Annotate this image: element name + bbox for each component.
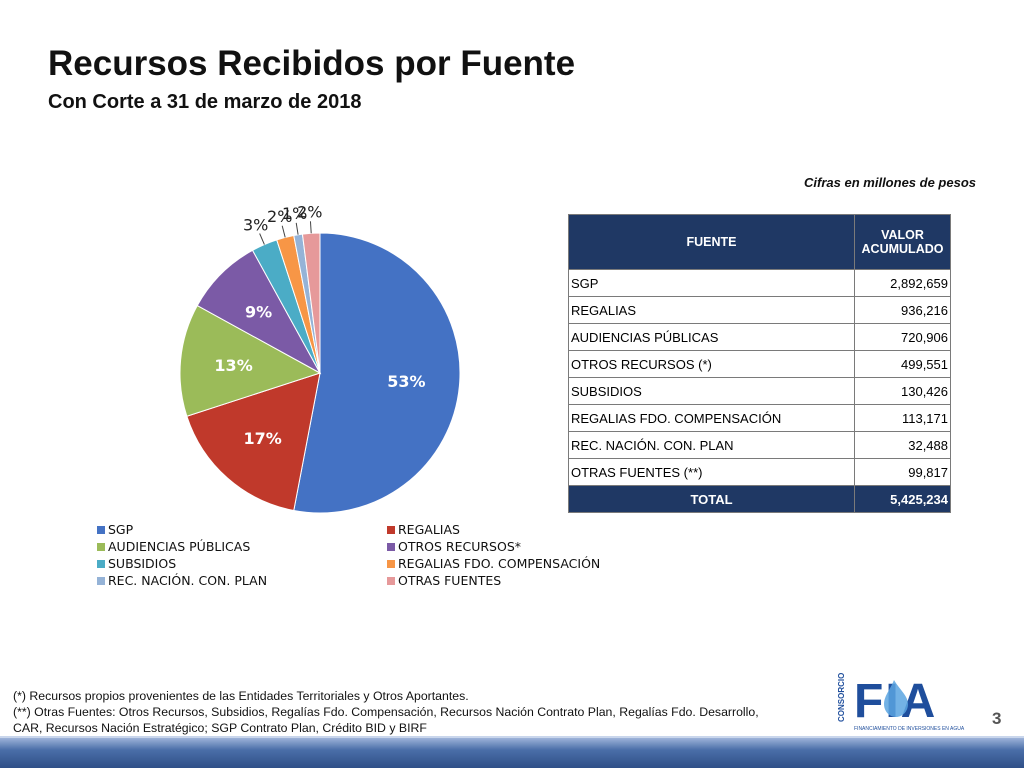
table-cell-fuente: SGP	[568, 269, 855, 297]
table-row: REGALIAS 936,216	[568, 296, 951, 324]
table-header-valor: VALOR ACUMULADO	[854, 214, 951, 270]
table-cell-valor: 113,171	[854, 404, 951, 432]
table-cell-fuente: REGALIAS FDO. COMPENSACIÓN	[568, 404, 855, 432]
legend-item: REGALIAS FDO. COMPENSACIÓN	[387, 555, 617, 572]
legend-item: SUBSIDIOS	[97, 555, 387, 572]
table-row: REGALIAS FDO. COMPENSACIÓN 113,171	[568, 404, 951, 432]
pie-slice	[186, 372, 321, 512]
legend-item: SGP	[97, 521, 387, 538]
table-cell-fuente: SUBSIDIOS	[568, 377, 855, 405]
water-drop-icon	[884, 680, 908, 717]
pie-slice	[293, 232, 461, 514]
sources-table: FUENTE VALOR ACUMULADO SGP 2,892,659 REGAL…	[568, 214, 951, 513]
pie-leader-line	[309, 221, 312, 234]
legend-swatch	[387, 542, 395, 551]
slide-subtitle: Con Corte a 31 de marzo de 2018	[48, 91, 362, 113]
slide-title: Recursos Recibidos por Fuente	[48, 44, 576, 83]
legend-label: SUBSIDIOS	[108, 556, 177, 571]
logo-tagline: FINANCIAMIENTO DE INVERSIONES EN AGUA	[854, 726, 965, 732]
table-total-label: TOTAL	[568, 485, 855, 513]
page-number: 3	[992, 709, 1002, 728]
pie-data-label: 3%	[243, 215, 268, 234]
pie-data-label: 9%	[245, 303, 272, 322]
legend-swatch	[97, 542, 105, 551]
footer-bar	[0, 738, 1024, 768]
legend-swatch	[97, 576, 105, 585]
footnote-3: CAR, Recursos Nación Estratégico; SGP Co…	[13, 721, 427, 735]
footnote-2: (**) Otras Fuentes: Otros Recursos, Subs…	[13, 705, 759, 719]
footer-line	[0, 736, 1024, 738]
table-cell-fuente: REC. NACIÓN. CON. PLAN	[568, 431, 855, 459]
legend-item: REGALIAS	[387, 521, 617, 538]
legend-item: REC. NACIÓN. CON. PLAN	[97, 572, 387, 589]
table-cell-fuente: OTRAS FUENTES (**)	[568, 458, 855, 486]
pie-data-label: 17%	[243, 429, 281, 448]
table-row: SUBSIDIOS 130,426	[568, 377, 951, 405]
table-total-value: 5,425,234	[854, 485, 951, 513]
legend-label: OTROS RECURSOS*	[398, 539, 522, 554]
table-cell-valor: 499,551	[854, 350, 951, 378]
pie-slice	[179, 304, 322, 417]
legend-swatch	[97, 559, 105, 568]
pie-data-label: 2%	[267, 207, 292, 226]
pie-data-label: 2%	[297, 202, 322, 221]
logo-side-text: CONSORCIO	[837, 673, 846, 722]
legend-item: OTRAS FUENTES	[387, 572, 617, 589]
legend-swatch	[387, 525, 395, 534]
legend-item: OTROS RECURSOS*	[387, 538, 617, 555]
table-total-row: TOTAL 5,425,234	[568, 485, 951, 513]
table-cell-fuente: AUDIENCIAS PÚBLICAS	[568, 323, 855, 351]
table-cell-valor: 99,817	[854, 458, 951, 486]
legend-swatch	[387, 559, 395, 568]
legend-label: REGALIAS FDO. COMPENSACIÓN	[398, 556, 601, 571]
legend-swatch	[97, 525, 105, 534]
table-header-fuente: FUENTE	[568, 214, 855, 270]
fia-logo: CONSORCIO FIA FINANCIAMIENTO DE INVERSIO…	[837, 673, 965, 732]
pie-data-label: 13%	[214, 356, 252, 375]
legend-label: REGALIAS	[398, 522, 460, 537]
table-cell-fuente: OTROS RECURSOS (*)	[568, 350, 855, 378]
chart-legend: SGP REGALIAS AUDIENCIAS PÚBLICAS OTROS RECU…	[97, 521, 617, 589]
pie-leader-line	[281, 225, 286, 238]
legend-swatch	[387, 576, 395, 585]
legend-label: REC. NACIÓN. CON. PLAN	[108, 573, 268, 588]
footnotes: (*) Recursos propios provenientes de las…	[13, 688, 759, 736]
table-cell-valor: 32,488	[854, 431, 951, 459]
table-cell-valor: 130,426	[854, 377, 951, 405]
pie-leader-line	[295, 222, 299, 235]
footnote-1: (*) Recursos propios provenientes de las…	[13, 689, 469, 703]
table-cell-fuente: REGALIAS	[568, 296, 855, 324]
legend-label: AUDIENCIAS PÚBLICAS	[108, 539, 251, 554]
table-row: AUDIENCIAS PÚBLICAS 720,906	[568, 323, 951, 351]
pie-slice	[196, 249, 322, 375]
table-row: OTROS RECURSOS (*) 499,551	[568, 350, 951, 378]
legend-label: SGP	[108, 522, 134, 537]
pie-leader-line	[259, 233, 265, 245]
table-cell-valor: 936,216	[854, 296, 951, 324]
pie-data-label: 53%	[387, 372, 425, 391]
legend-item: AUDIENCIAS PÚBLICAS	[97, 538, 387, 555]
pie-data-label: 1%	[282, 204, 307, 223]
pie-chart: 53%17%13%9%3%2%1%2%	[179, 202, 461, 514]
table-row: SGP 2,892,659	[568, 269, 951, 297]
table-row: REC. NACIÓN. CON. PLAN 32,488	[568, 431, 951, 459]
legend-label: OTRAS FUENTES	[398, 573, 502, 588]
table-row: OTRAS FUENTES (**) 99,817	[568, 458, 951, 486]
table-cell-valor: 2,892,659	[854, 269, 951, 297]
units-note: Cifras en millones de pesos	[804, 175, 976, 190]
table-cell-valor: 720,906	[854, 323, 951, 351]
